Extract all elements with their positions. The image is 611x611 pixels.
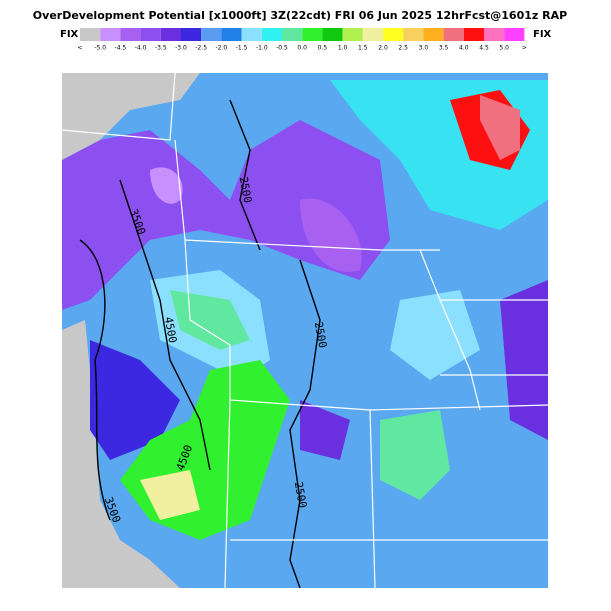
- legend-label: -1.5: [236, 45, 248, 52]
- legend-swatch: [241, 28, 262, 41]
- legend-label: -2.0: [216, 45, 228, 52]
- map: [62, 73, 548, 588]
- legend-swatch: [463, 28, 484, 41]
- legend-label: 1.5: [358, 45, 368, 52]
- legend-swatch: [362, 28, 383, 41]
- legend-swatch: [282, 28, 303, 41]
- legend-label: 0.5: [318, 45, 328, 52]
- contour-label: 2500: [312, 321, 329, 349]
- legend-label: -4.5: [115, 45, 127, 52]
- legend-label: -0.5: [276, 45, 288, 52]
- legend-swatch: [504, 28, 525, 41]
- legend-label: 4.5: [479, 45, 489, 52]
- legend-swatch: [322, 28, 343, 41]
- fix-left: FIX: [60, 29, 79, 40]
- fix-right: FIX: [533, 29, 552, 40]
- contour-label: 2500: [292, 481, 309, 509]
- legend-label: -3.0: [175, 45, 187, 52]
- legend-label: -2.5: [195, 45, 207, 52]
- legend-swatch: [100, 28, 121, 41]
- legend: < -5.0 -4.5 -4.0 -3.5 -3.0 -2.5 -2.0 -1.5 -1.0 -0.…: [77, 28, 527, 52]
- legend-swatch: [302, 28, 323, 41]
- legend-swatch: [80, 28, 101, 41]
- legend-swatch: [443, 28, 464, 41]
- contour-label: 2500: [237, 176, 254, 204]
- legend-swatch: [423, 28, 444, 41]
- legend-swatch: [140, 28, 161, 41]
- legend-label: 3.0: [419, 45, 429, 52]
- legend-label: 1.0: [338, 45, 348, 52]
- legend-swatch: [383, 28, 404, 41]
- legend-swatch: [342, 28, 363, 41]
- legend-label: -3.5: [155, 45, 167, 52]
- legend-swatch: [261, 28, 282, 41]
- legend-label: 2.0: [378, 45, 388, 52]
- legend-swatch: [201, 28, 222, 41]
- legend-swatch: [160, 28, 181, 41]
- legend-label: 5.0: [499, 45, 509, 52]
- legend-swatch: [221, 28, 242, 41]
- contour-label: 4500: [162, 316, 179, 344]
- legend-label: <: [77, 45, 82, 52]
- legend-swatch: [181, 28, 202, 41]
- legend-label: 0.0: [297, 45, 307, 52]
- legend-label: -4.0: [135, 45, 147, 52]
- legend-label: -5.0: [94, 45, 106, 52]
- legend-label: >: [522, 45, 527, 52]
- legend-label: -1.0: [256, 45, 268, 52]
- legend-label: 2.5: [398, 45, 408, 52]
- title: OverDevelopment Potential [x1000ft] 3Z(2…: [33, 9, 567, 22]
- legend-swatch: [403, 28, 424, 41]
- legend-label: 3.5: [439, 45, 449, 52]
- legend-swatch: [120, 28, 141, 41]
- legend-swatch: [484, 28, 505, 41]
- legend-label: 4.0: [459, 45, 469, 52]
